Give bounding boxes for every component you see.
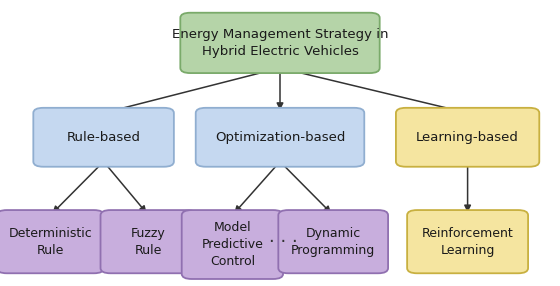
Text: Dynamic
Programming: Dynamic Programming	[291, 227, 375, 257]
FancyBboxPatch shape	[101, 210, 197, 273]
Text: Learning-based: Learning-based	[416, 131, 519, 144]
Text: Rule-based: Rule-based	[67, 131, 141, 144]
Text: Model
Predictive
Control: Model Predictive Control	[202, 221, 263, 268]
Text: Deterministic
Rule: Deterministic Rule	[8, 227, 92, 257]
Text: Energy Management Strategy in
Hybrid Electric Vehicles: Energy Management Strategy in Hybrid Ele…	[172, 28, 388, 58]
FancyBboxPatch shape	[196, 108, 364, 167]
FancyBboxPatch shape	[180, 13, 380, 73]
FancyBboxPatch shape	[181, 210, 283, 279]
Text: Fuzzy
Rule: Fuzzy Rule	[131, 227, 166, 257]
Text: Reinforcement
Learning: Reinforcement Learning	[422, 227, 514, 257]
FancyBboxPatch shape	[396, 108, 539, 167]
FancyBboxPatch shape	[0, 210, 104, 273]
FancyBboxPatch shape	[34, 108, 174, 167]
Text: Optimization-based: Optimization-based	[215, 131, 345, 144]
Text: · · ·: · · ·	[269, 233, 298, 251]
FancyBboxPatch shape	[407, 210, 528, 273]
FancyBboxPatch shape	[278, 210, 388, 273]
